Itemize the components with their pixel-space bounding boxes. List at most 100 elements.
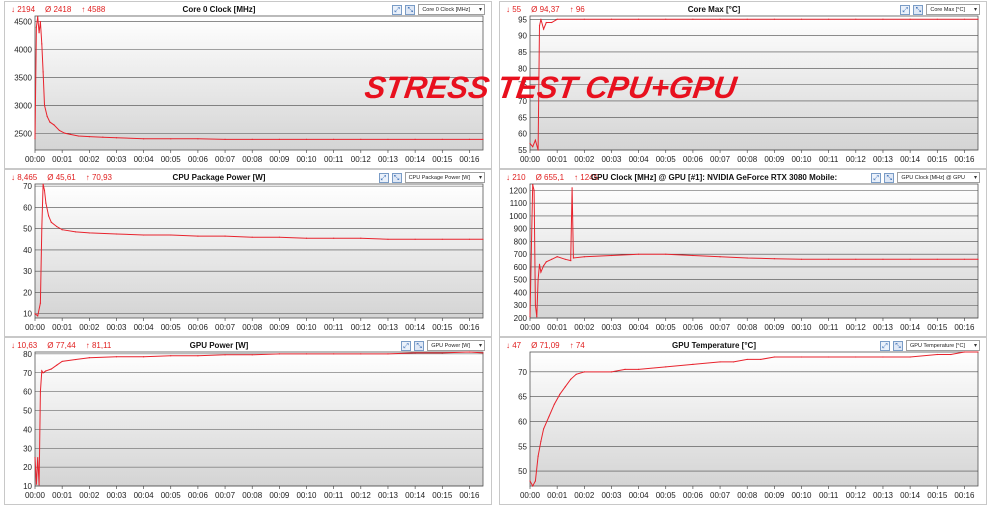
y-tick-label: 300 <box>514 301 528 310</box>
x-tick-label: 00:04 <box>629 323 650 332</box>
data-point <box>665 253 667 255</box>
y-tick-label: 4000 <box>14 46 32 55</box>
data-point <box>624 368 626 370</box>
data-point <box>534 304 537 306</box>
data-point <box>88 232 90 234</box>
y-tick-label: 50 <box>23 225 32 234</box>
data-point <box>950 353 952 356</box>
data-point <box>360 237 362 239</box>
series-select[interactable]: Core Max [°C] ▾ <box>926 4 980 15</box>
zoom-icon[interactable]: ⤢ <box>900 4 911 15</box>
data-point <box>556 18 558 20</box>
data-point <box>542 428 545 430</box>
zoom-icon[interactable]: ⤢ <box>871 172 882 183</box>
series-select[interactable]: GPU Clock [MHz] @ GPU ▾ <box>897 172 980 183</box>
data-point <box>143 356 145 358</box>
stat-min: ↓ 8,465 <box>11 173 38 182</box>
y-tick-label: 55 <box>518 442 527 451</box>
y-tick-label: 600 <box>514 263 528 272</box>
chart-header: ↓ 8,465 Ø 45,61 ↑ 70,93 CPU Package Power [… <box>5 170 491 186</box>
data-point <box>50 368 52 370</box>
y-tick-label: 800 <box>514 237 528 246</box>
x-tick-label: 00:06 <box>188 323 209 332</box>
x-tick-label: 00:08 <box>737 323 758 332</box>
x-tick-label: 00:01 <box>547 491 568 500</box>
data-point <box>638 253 640 255</box>
chart-panel: ↓ 210 Ø 655,1 ↑ 1245 GPU Clock [MHz] @ GPU … <box>499 169 987 337</box>
y-tick-label: 70 <box>518 97 527 106</box>
x-tick-label: 00:08 <box>242 323 263 332</box>
y-tick-label: 40 <box>23 425 32 434</box>
x-tick-label: 00:02 <box>574 155 595 164</box>
data-point <box>529 142 531 145</box>
zoom-fit-icon[interactable]: ⤡ <box>391 172 402 183</box>
data-point <box>936 353 938 356</box>
x-tick-label: 00:05 <box>161 491 182 500</box>
chart-panel: ↓ 2194 Ø 2418 ↑ 4588 Core 0 Clock [MHz] ⤢ ⤡ Co… <box>4 1 492 169</box>
data-point <box>760 358 762 361</box>
y-tick-label: 3000 <box>14 101 32 110</box>
data-point <box>333 237 335 239</box>
series-select[interactable]: CPU Package Power [W] ▾ <box>404 172 485 183</box>
y-tick-label: 60 <box>518 417 527 426</box>
zoom-icon[interactable]: ⤢ <box>378 172 389 183</box>
stat-min: ↓ 2194 <box>11 5 36 14</box>
x-tick-label: 00:13 <box>873 491 894 500</box>
y-tick-label: 4500 <box>14 18 32 27</box>
zoom-fit-icon[interactable]: ⤡ <box>913 4 924 15</box>
x-tick-label: 00:13 <box>378 155 399 164</box>
x-tick-label: 00:04 <box>134 491 155 500</box>
stat-min: ↓ 55 <box>506 5 522 14</box>
x-tick-label: 00:08 <box>242 155 263 164</box>
chart-panel: ↓ 10,63 Ø 77,44 ↑ 81,11 GPU Power [W] ⤢ ⤡ GPU … <box>4 337 492 505</box>
x-tick-label: 00:07 <box>215 155 236 164</box>
data-point <box>564 258 566 260</box>
zoom-fit-icon[interactable]: ⤡ <box>884 172 895 183</box>
x-tick-label: 00:00 <box>520 491 541 500</box>
series-select[interactable]: GPU Power [W] ▾ <box>427 340 485 351</box>
zoom-icon[interactable]: ⤢ <box>401 340 412 351</box>
x-tick-label: 00:06 <box>188 155 209 164</box>
zoom-icon[interactable]: ⤢ <box>880 340 891 351</box>
x-tick-label: 00:15 <box>432 323 453 332</box>
x-tick-label: 00:08 <box>242 491 263 500</box>
data-point <box>414 138 416 140</box>
x-tick-label: 00:09 <box>269 155 290 164</box>
chart-svg: 55 60 65 70 75 80 85 90 95 00:00 00:01 00:02 00:03 00… <box>518 15 979 164</box>
data-point <box>733 361 735 363</box>
y-tick-label: 95 <box>518 15 527 24</box>
data-point <box>575 373 577 375</box>
series-select[interactable]: GPU Temperature [°C] ▾ <box>906 340 980 351</box>
data-point <box>977 18 979 20</box>
chart-stats: ↓ 47 Ø 71,09 ↑ 74 <box>506 341 595 350</box>
zoom-fit-icon[interactable]: ⤡ <box>405 4 416 15</box>
series-line <box>529 18 978 151</box>
x-tick-label: 00:10 <box>791 155 812 164</box>
data-point <box>551 258 553 260</box>
data-point <box>936 258 938 260</box>
zoom-fit-icon[interactable]: ⤡ <box>414 340 425 351</box>
data-point <box>387 138 389 140</box>
chart-controls: ⤢ ⤡ CPU Package Power [W] ▾ <box>378 172 485 183</box>
y-tick-label: 1200 <box>509 186 527 195</box>
x-tick-label: 00:03 <box>601 491 622 500</box>
data-point <box>529 480 531 482</box>
chart-header: ↓ 10,63 Ø 77,44 ↑ 81,11 GPU Power [W] ⤢ ⤡ GPU … <box>5 338 491 354</box>
chevron-down-icon: ▾ <box>973 343 977 349</box>
data-point <box>58 129 61 132</box>
y-tick-label: 900 <box>514 225 528 234</box>
x-tick-label: 00:08 <box>737 491 758 500</box>
x-tick-label: 00:12 <box>351 491 372 500</box>
x-tick-label: 00:07 <box>215 323 236 332</box>
series-select[interactable]: Core 0 Clock [MHz] ▾ <box>418 4 485 15</box>
y-tick-label: 20 <box>23 463 32 472</box>
data-point <box>197 138 199 140</box>
chart-title: GPU Temperature [°C] <box>672 341 756 350</box>
x-tick-label: 00:10 <box>791 491 812 500</box>
zoom-icon[interactable]: ⤢ <box>392 4 403 15</box>
zoom-fit-icon[interactable]: ⤡ <box>893 340 904 351</box>
chart-svg: 2500 3000 3500 4000 4500 00:00 00:01 00:02 00:03… <box>14 15 484 164</box>
data-point <box>45 202 47 204</box>
data-point <box>47 215 50 217</box>
data-point <box>540 440 542 442</box>
